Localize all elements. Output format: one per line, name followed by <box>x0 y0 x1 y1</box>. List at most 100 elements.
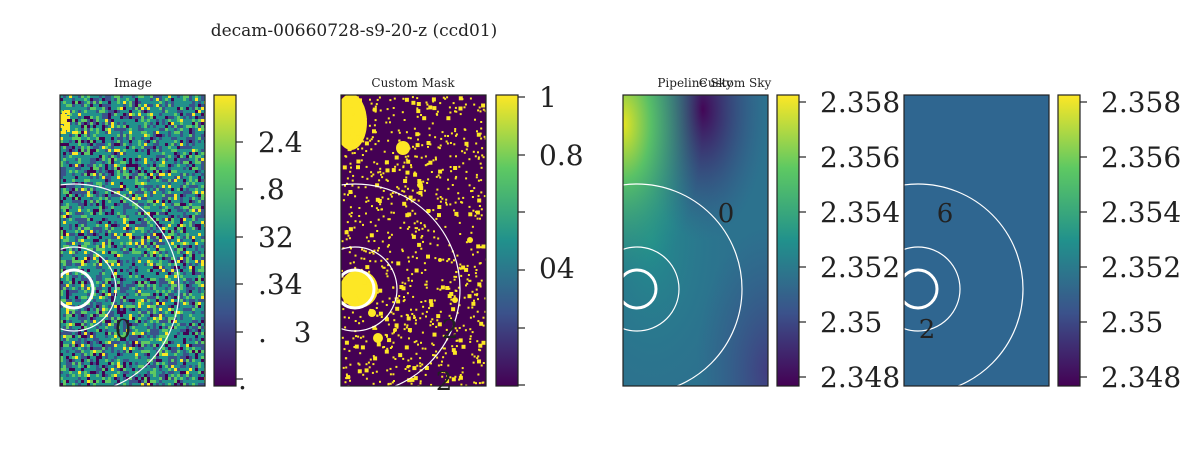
mask-pixel <box>385 162 387 165</box>
noise-pixel <box>192 380 195 383</box>
noise-pixel <box>78 371 81 374</box>
noise-pixel <box>141 122 144 125</box>
noise-pixel <box>99 266 102 269</box>
noise-pixel <box>177 167 180 170</box>
noise-pixel <box>150 308 153 311</box>
mask-pixel <box>424 300 427 303</box>
noise-pixel <box>117 167 120 170</box>
noise-pixel <box>75 284 78 287</box>
noise-pixel <box>177 209 180 212</box>
noise-pixel <box>120 242 123 245</box>
noise-pixel <box>105 350 108 353</box>
noise-pixel <box>156 164 159 167</box>
noise-pixel <box>144 218 147 221</box>
noise-pixel <box>84 242 87 245</box>
mask-pixel <box>415 257 418 260</box>
noise-pixel <box>144 158 147 161</box>
noise-pixel <box>84 218 87 221</box>
mask-pixel <box>461 367 464 370</box>
noise-pixel <box>195 341 198 344</box>
mask-pixel <box>411 255 414 258</box>
noise-pixel <box>153 305 156 308</box>
noise-pixel <box>183 311 186 314</box>
noise-pixel <box>153 224 156 227</box>
mask-pixel <box>469 316 472 319</box>
noise-pixel <box>63 143 66 146</box>
noise-pixel <box>84 155 87 158</box>
noise-pixel <box>138 368 141 371</box>
mask-pixel <box>466 282 469 285</box>
noise-pixel <box>174 383 177 386</box>
noise-pixel <box>81 203 84 206</box>
noise-pixel <box>144 134 147 137</box>
noise-pixel <box>168 311 171 314</box>
noise-pixel <box>174 107 177 110</box>
mask-pixel <box>450 298 453 301</box>
noise-pixel <box>120 374 123 377</box>
noise-pixel <box>159 164 162 167</box>
noise-pixel <box>177 272 180 275</box>
mask-pixel <box>384 333 387 336</box>
noise-pixel <box>105 212 108 215</box>
noise-pixel <box>65 123 68 126</box>
noise-pixel <box>135 233 138 236</box>
noise-pixel <box>129 149 132 152</box>
noise-pixel <box>105 347 108 350</box>
noise-pixel <box>195 116 198 119</box>
noise-pixel <box>84 203 87 206</box>
noise-pixel <box>147 248 150 251</box>
noise-pixel <box>120 218 123 221</box>
noise-pixel <box>93 380 96 383</box>
noise-pixel <box>69 308 72 311</box>
noise-pixel <box>120 335 123 338</box>
noise-pixel <box>201 119 204 122</box>
noise-pixel <box>90 350 93 353</box>
noise-pixel <box>117 137 120 140</box>
noise-pixel <box>69 284 72 287</box>
axes-frame <box>340 94 487 387</box>
mask-pixel <box>348 316 350 319</box>
noise-pixel <box>123 329 126 332</box>
colorbar-tick-label: 2.35 <box>1101 306 1163 339</box>
noise-pixel <box>120 137 123 140</box>
noise-pixel <box>162 212 165 215</box>
noise-pixel <box>198 227 201 230</box>
noise-pixel <box>90 359 93 362</box>
noise-pixel <box>168 320 171 323</box>
noise-pixel <box>84 140 87 143</box>
noise-pixel <box>201 113 204 116</box>
mask-pixel <box>365 165 368 168</box>
noise-pixel <box>99 356 102 359</box>
noise-pixel <box>183 176 186 179</box>
noise-pixel <box>129 236 132 239</box>
noise-pixel <box>186 251 189 254</box>
noise-pixel <box>144 200 147 203</box>
mask-pixel <box>442 334 445 337</box>
noise-pixel <box>75 317 78 320</box>
noise-pixel <box>114 149 117 152</box>
mask-pixel <box>365 150 368 153</box>
mask-pixel <box>413 317 416 319</box>
noise-pixel <box>69 155 72 158</box>
mask-pixel <box>452 350 457 355</box>
noise-pixel <box>201 323 204 326</box>
mask-pixel <box>424 189 426 192</box>
mask-pixel <box>435 112 438 115</box>
mask-pixel <box>407 256 410 259</box>
noise-pixel <box>156 281 159 284</box>
mask-pixel <box>449 166 452 168</box>
noise-pixel <box>168 221 171 224</box>
mask-pixel <box>478 205 481 207</box>
mask-pixel <box>401 111 404 114</box>
noise-pixel <box>99 251 102 254</box>
noise-pixel <box>168 257 171 260</box>
noise-pixel <box>183 167 186 170</box>
noise-pixel <box>114 338 117 341</box>
noise-pixel <box>105 356 108 359</box>
noise-pixel <box>111 242 114 245</box>
noise-pixel <box>102 191 105 194</box>
noise-pixel <box>126 323 129 326</box>
noise-pixel <box>177 260 180 263</box>
noise-pixel <box>195 224 198 227</box>
mask-pixel <box>453 295 456 298</box>
